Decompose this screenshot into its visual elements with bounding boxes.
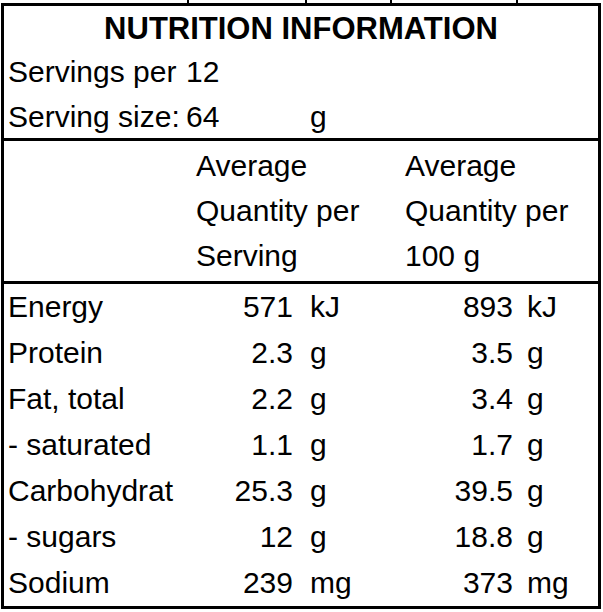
nutrient-name: Protein: [8, 330, 186, 376]
per-serving-column-header: Average Quantity per Serving: [196, 143, 405, 281]
per-100g-value: 39.5: [380, 468, 513, 514]
per-100g-unit: g: [527, 330, 598, 376]
servings-per-row: Servings per 12: [4, 48, 598, 95]
per-100g-value: 373: [380, 560, 513, 606]
per-serving-value: 239: [186, 560, 293, 606]
table-row-sodium: Sodium 239 mg 373 mg: [4, 560, 598, 606]
per-100g-unit: g: [527, 376, 598, 422]
per-100g-unit: g: [527, 422, 598, 468]
per-serving-unit: kJ: [310, 284, 380, 330]
nutrient-name: Energy: [8, 284, 186, 330]
per-100g-value: 18.8: [380, 514, 513, 560]
serving-size-label: Serving size:: [8, 95, 186, 138]
serving-size-value: 64: [186, 95, 310, 138]
servings-per-value: 12: [186, 48, 598, 95]
per-serving-unit: mg: [310, 560, 380, 606]
per-serving-value: 2.3: [186, 330, 293, 376]
per-serving-unit: g: [310, 514, 380, 560]
per-100g-header-line2: Quantity per: [405, 188, 598, 233]
per-100g-unit: g: [527, 514, 598, 560]
per-serving-value: 2.2: [186, 376, 293, 422]
nutrient-name: Sodium: [8, 560, 186, 606]
per-100g-header-line1: Average: [405, 143, 598, 188]
nutrient-name: - sugars: [8, 514, 186, 560]
per-serving-unit: g: [310, 330, 380, 376]
per-serving-value: 571: [186, 284, 293, 330]
per-100g-header-line3: 100 g: [405, 233, 598, 278]
per-serving-header-line2: Quantity per: [196, 188, 405, 233]
table-row-energy: Energy 571 kJ 893 kJ: [4, 284, 598, 330]
serving-size-unit: g: [310, 95, 598, 138]
table-row-fat-total: Fat, total 2.2 g 3.4 g: [4, 376, 598, 422]
per-serving-header-line1: Average: [196, 143, 405, 188]
nutrient-name: Carbohydrat: [8, 468, 186, 514]
per-serving-value: 25.3: [186, 468, 293, 514]
per-100g-value: 1.7: [380, 422, 513, 468]
per-100g-unit: mg: [527, 560, 598, 606]
nutrition-title: NUTRITION INFORMATION: [4, 10, 598, 48]
per-100g-value: 3.4: [380, 376, 513, 422]
per-serving-unit: g: [310, 422, 380, 468]
serving-size-row: Serving size: 64 g: [4, 95, 598, 138]
column-headers: Average Quantity per Serving Average Qua…: [4, 141, 598, 281]
nutrient-name: Fat, total: [8, 376, 186, 422]
nutrient-name: - saturated: [8, 422, 186, 468]
per-100g-unit: kJ: [527, 284, 598, 330]
per-100g-unit: g: [527, 468, 598, 514]
table-row-saturated: - saturated 1.1 g 1.7 g: [4, 422, 598, 468]
per-serving-value: 12: [186, 514, 293, 560]
per-serving-unit: g: [310, 468, 380, 514]
per-100g-value: 893: [380, 284, 513, 330]
per-serving-value: 1.1: [186, 422, 293, 468]
nutrition-label: NUTRITION INFORMATION Servings per 12 Se…: [1, 3, 601, 609]
table-row-carbohydrate: Carbohydrat 25.3 g 39.5 g: [4, 468, 598, 514]
per-serving-unit: g: [310, 376, 380, 422]
table-row-protein: Protein 2.3 g 3.5 g: [4, 330, 598, 376]
per-100g-value: 3.5: [380, 330, 513, 376]
table-row-sugars: - sugars 12 g 18.8 g: [4, 514, 598, 560]
nutrient-column-spacer: [8, 143, 196, 281]
per-serving-header-line3: Serving: [196, 233, 405, 278]
servings-per-label: Servings per: [8, 48, 186, 95]
per-100g-column-header: Average Quantity per 100 g: [405, 143, 598, 281]
